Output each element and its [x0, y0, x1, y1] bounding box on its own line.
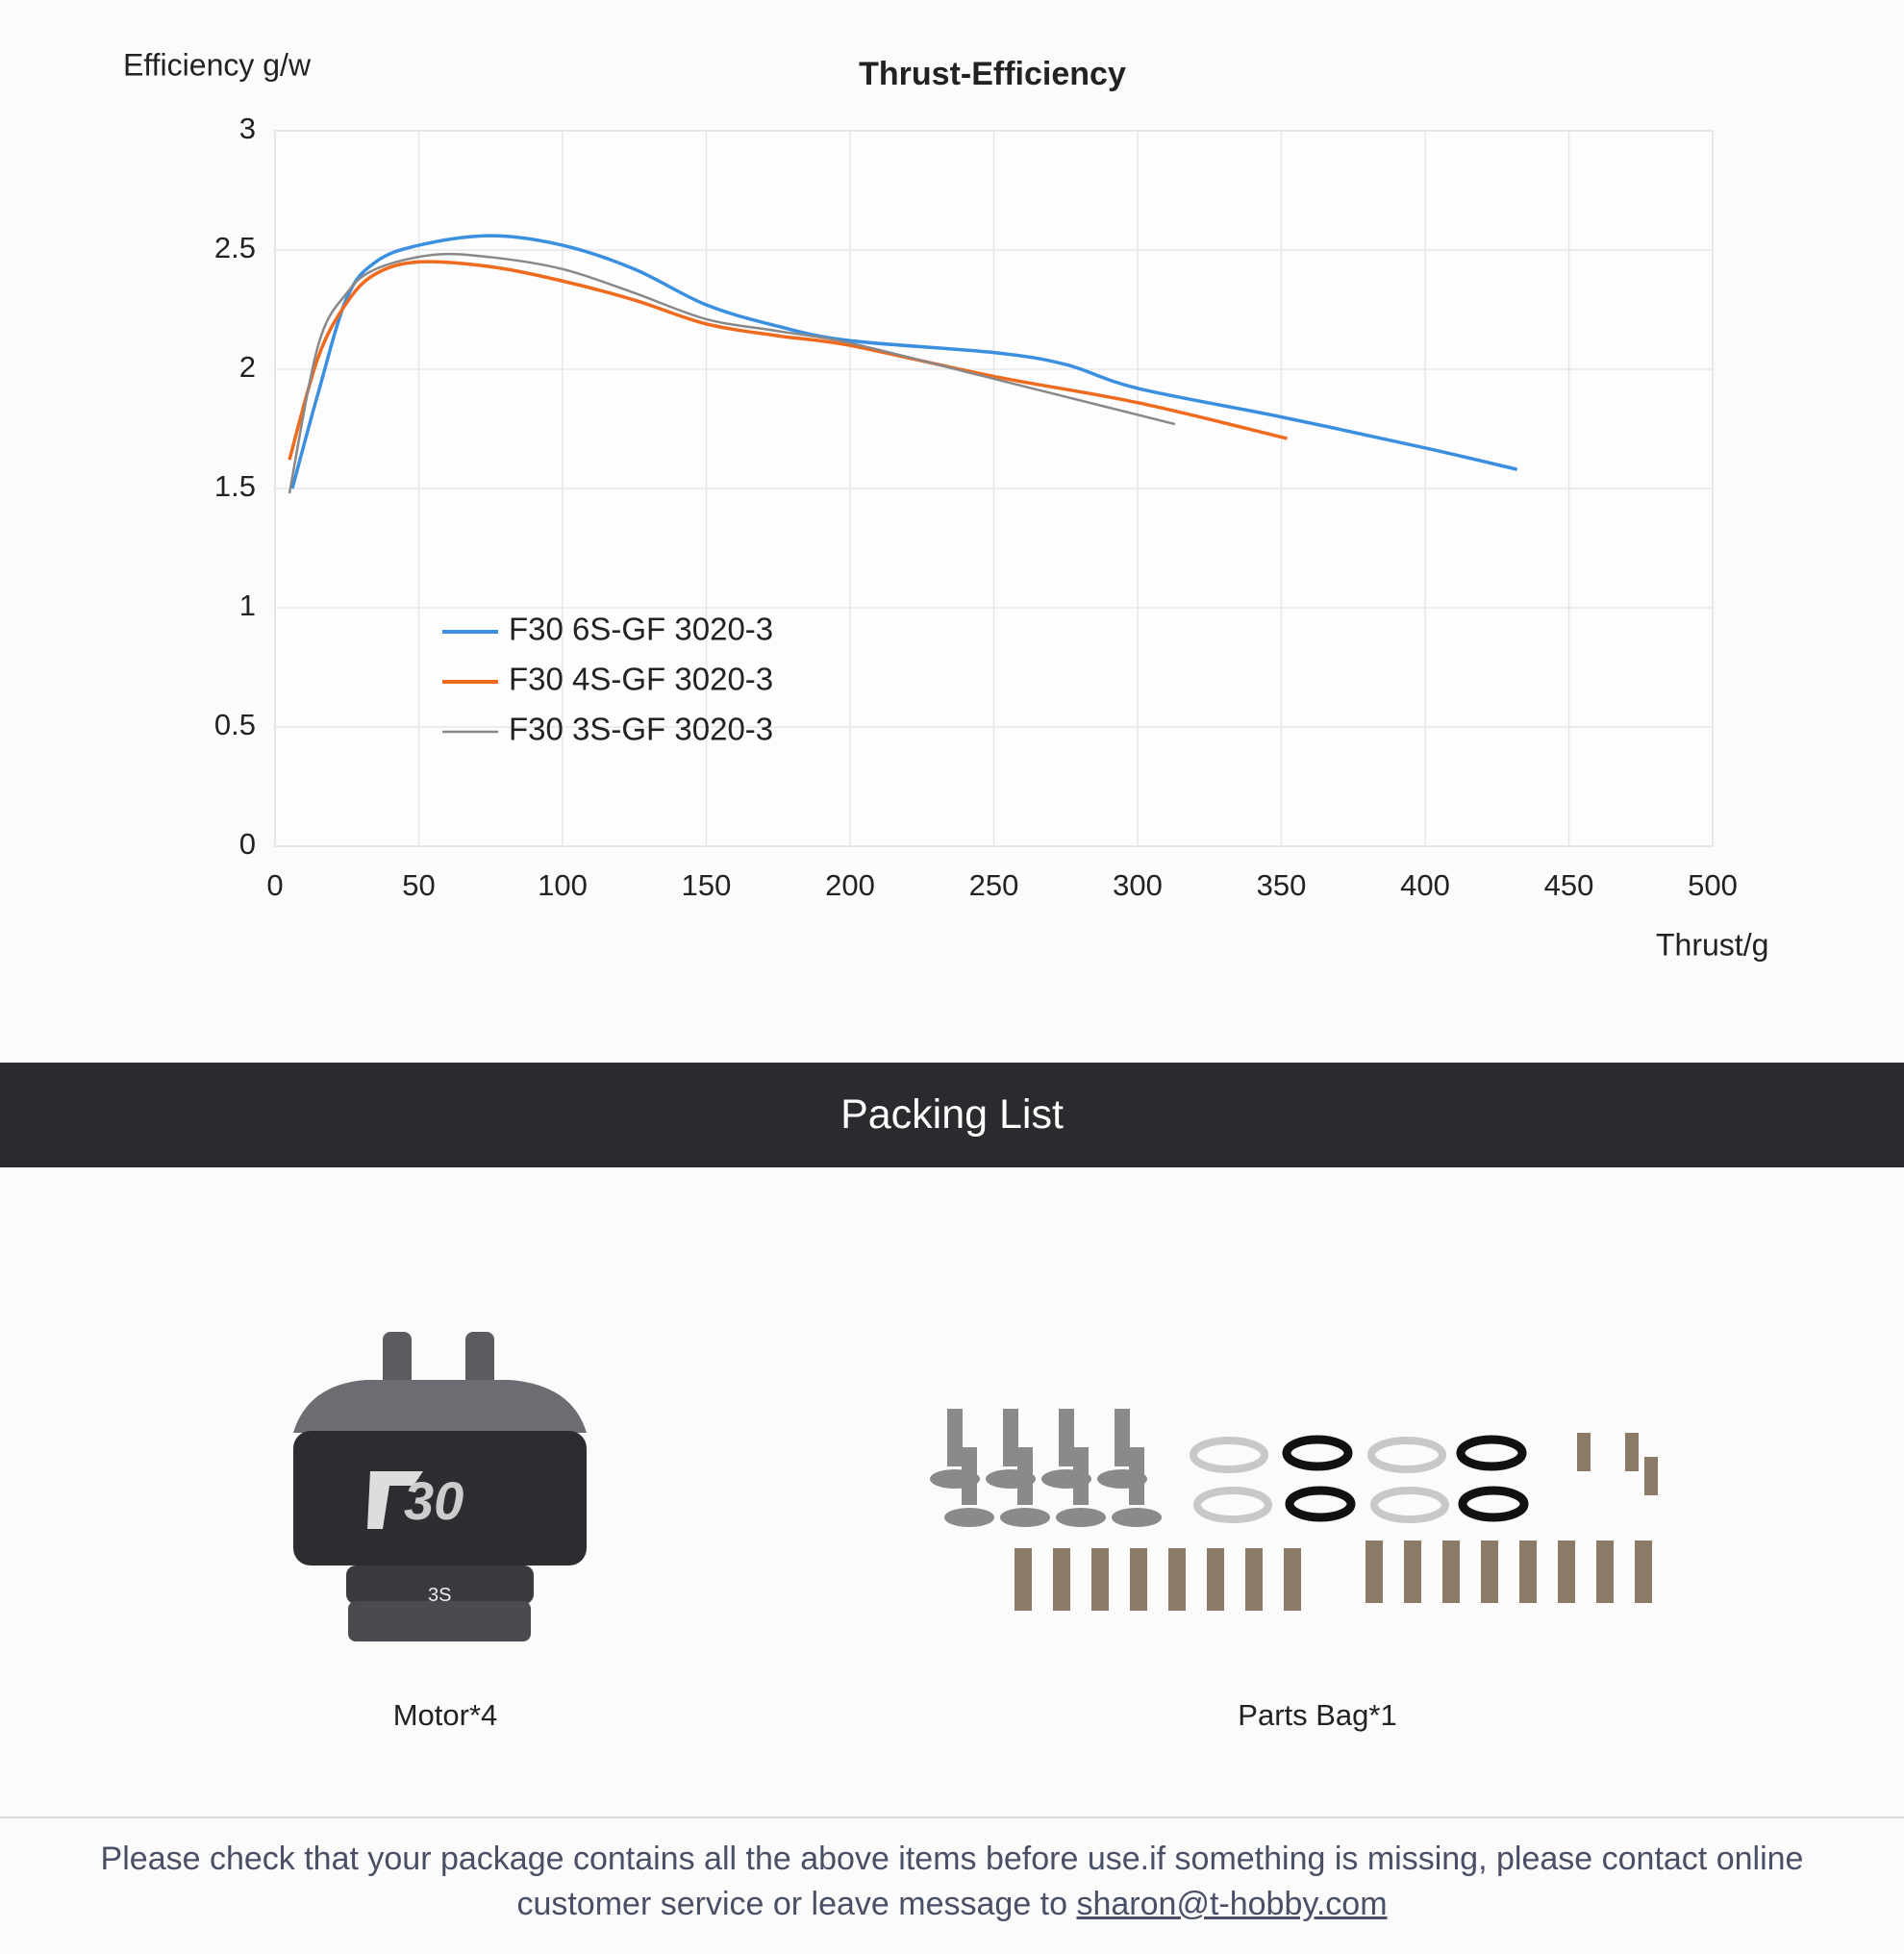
- y-tick-label: 0: [239, 827, 256, 861]
- motor-image: 30 3S: [293, 1332, 587, 1641]
- chart: Thrust-Efficiency Efficiency g/w Thrust/…: [123, 47, 1768, 962]
- series-line: [288, 260, 1288, 461]
- y-tick-label: 0.5: [214, 708, 256, 741]
- item-label: Motor*4: [392, 1698, 498, 1732]
- y-tick-label: 1.5: [214, 469, 256, 503]
- x-tick-label: 400: [1400, 868, 1450, 902]
- y-tick-label: 2: [239, 350, 256, 384]
- y-tick-label: 2.5: [214, 231, 256, 264]
- x-tick-label: 100: [538, 868, 588, 902]
- legend-label: F30 4S-GF 3020-3: [509, 662, 773, 697]
- x-tick-label: 300: [1113, 868, 1163, 902]
- footer-text: Please check that your package contains …: [100, 1841, 1804, 1922]
- x-axis-label: Thrust/g: [1656, 927, 1768, 962]
- y-axis-label: Efficiency g/w: [123, 47, 312, 82]
- legend-label: F30 6S-GF 3020-3: [509, 612, 773, 647]
- email-link[interactable]: sharon@t-hobby.com: [1076, 1886, 1388, 1922]
- x-tick-label: 200: [825, 868, 875, 902]
- legend-label: F30 3S-GF 3020-3: [509, 712, 773, 747]
- parts-image: [930, 1409, 1658, 1611]
- svg-text:30: 30: [404, 1470, 463, 1531]
- footer-note: Please check that your package contains …: [58, 1837, 1846, 1927]
- series-line: [288, 252, 1176, 494]
- item-label: Parts Bag*1: [1238, 1698, 1397, 1732]
- x-tick-label: 450: [1544, 868, 1594, 902]
- x-tick-label: 250: [969, 868, 1019, 902]
- svg-text:3S: 3S: [428, 1585, 451, 1606]
- x-tick-label: 0: [266, 868, 283, 902]
- x-tick-label: 50: [402, 868, 435, 902]
- section-header: Packing List: [0, 1063, 1904, 1167]
- product-images: 30 3S: [293, 1332, 1658, 1641]
- series-line: [290, 234, 1518, 489]
- y-tick-label: 3: [239, 112, 256, 145]
- x-tick-label: 150: [682, 868, 732, 902]
- x-tick-label: 350: [1257, 868, 1307, 902]
- x-tick-label: 500: [1688, 868, 1738, 902]
- chart-title: Thrust-Efficiency: [859, 56, 1126, 92]
- separator: [0, 1816, 1904, 1818]
- y-tick-label: 1: [239, 589, 256, 622]
